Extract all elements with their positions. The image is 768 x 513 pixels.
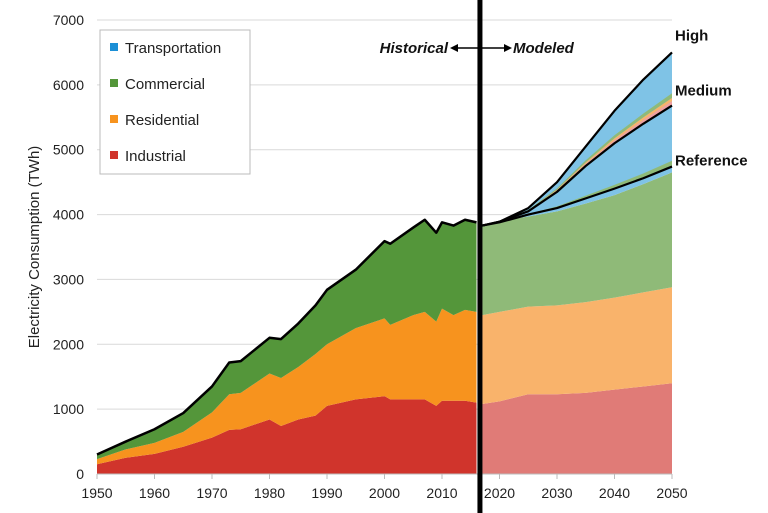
modeled-annotation: Modeled: [513, 40, 575, 57]
legend-label-industrial: Industrial: [125, 148, 186, 165]
legend-swatch-residential: [110, 115, 118, 123]
x-tick-label: 2030: [541, 485, 572, 501]
legend-swatch-industrial: [110, 151, 118, 159]
commercial-area-modeled: [482, 172, 672, 316]
x-tick-label: 2000: [369, 485, 400, 501]
x-tick-label: 2050: [656, 485, 687, 501]
y-tick-label: 7000: [53, 12, 84, 28]
x-tick-label: 1980: [254, 485, 285, 501]
double-arrow-icon: [450, 44, 512, 52]
legend-swatch-transportation: [110, 43, 118, 51]
commercial-area-historical: [97, 219, 477, 460]
legend-swatch-commercial: [110, 79, 118, 87]
residential-area-modeled: [482, 287, 672, 404]
x-tick-label: 1950: [81, 485, 112, 501]
x-tick-label: 1970: [196, 485, 227, 501]
historical-annotation: Historical: [380, 40, 449, 57]
y-tick-label: 6000: [53, 77, 84, 93]
high-scenario-label: High: [675, 27, 708, 44]
x-tick-label: 1990: [311, 485, 342, 501]
y-tick-label: 1000: [53, 401, 84, 417]
high-scenario-line: [482, 51, 673, 227]
y-tick-label: 5000: [53, 142, 84, 158]
y-axis-label: Electricity Consumption (TWh): [26, 146, 43, 349]
y-tick-label: 0: [76, 466, 84, 482]
y-tick-label: 3000: [53, 271, 84, 287]
x-tick-label: 2020: [484, 485, 515, 501]
industrial-area-historical: [97, 396, 477, 474]
x-tick-label: 2040: [599, 485, 630, 501]
y-tick-label: 4000: [53, 207, 84, 223]
legend-label-transportation: Transportation: [125, 40, 221, 57]
legend-label-commercial: Commercial: [125, 76, 205, 93]
y-tick-label: 2000: [53, 336, 84, 352]
x-tick-label: 2010: [426, 485, 457, 501]
x-tick-label: 1960: [139, 485, 170, 501]
legend-label-residential: Residential: [125, 112, 199, 129]
industrial-area-modeled: [482, 383, 672, 474]
reference-scenario-label: Reference: [675, 153, 748, 170]
medium-scenario-label: Medium: [675, 83, 732, 100]
residential-area-historical: [97, 308, 477, 465]
total-line-historical: [96, 218, 477, 456]
legend: Transportation Commercial Residential Indus…: [99, 29, 251, 175]
